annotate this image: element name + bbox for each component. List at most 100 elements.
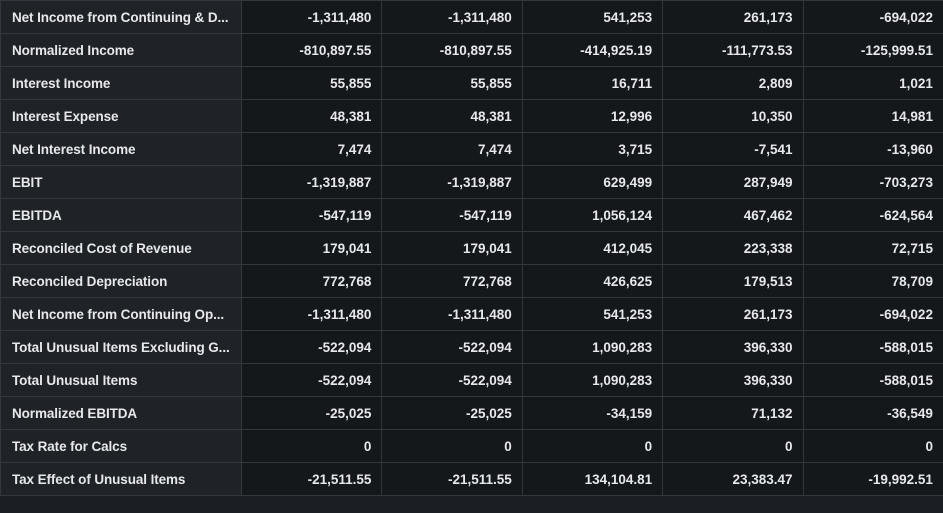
row-label: Normalized EBITDA <box>0 396 242 430</box>
value-cell: -1,319,887 <box>381 165 523 199</box>
value-cell: 0 <box>662 429 804 463</box>
value-cell: -13,960 <box>802 132 943 166</box>
table-row[interactable]: Tax Effect of Unusual Items -21,511.55 -21… <box>0 462 943 496</box>
value-cell: 412,045 <box>521 231 664 265</box>
value-cell: 426,625 <box>521 264 664 298</box>
table-row[interactable]: Tax Rate for Calcs 0 0 0 0 0 <box>0 429 943 463</box>
row-label: Total Unusual Items Excluding G... <box>0 330 242 364</box>
row-label: Net Income from Continuing & D... <box>0 0 242 34</box>
value-cell: -588,015 <box>802 330 943 364</box>
value-cell: -125,999.51 <box>802 33 943 67</box>
value-cell: -624,564 <box>802 198 943 232</box>
value-cell: -694,022 <box>802 0 943 34</box>
row-label: Interest Expense <box>0 99 242 133</box>
table-row[interactable]: Interest Expense 48,381 48,381 12,996 10,350… <box>0 99 943 133</box>
value-cell: 10,350 <box>662 99 804 133</box>
value-cell: 261,173 <box>662 297 804 331</box>
table-row[interactable]: Net Income from Continuing Op... -1,311,4… <box>0 297 943 331</box>
value-cell: 71,132 <box>662 396 804 430</box>
value-cell: 1,090,283 <box>521 330 664 364</box>
value-cell: 3,715 <box>521 132 664 166</box>
value-cell: 0 <box>521 429 664 463</box>
table-row[interactable]: Net Income from Continuing & D... -1,311,… <box>0 0 943 34</box>
income-statement-table: Net Income from Continuing & D... -1,311,… <box>0 0 943 496</box>
table-row[interactable]: Reconciled Depreciation 772,768 772,768 426… <box>0 264 943 298</box>
value-cell: -694,022 <box>802 297 943 331</box>
value-cell: -588,015 <box>802 363 943 397</box>
value-cell: -547,119 <box>381 198 523 232</box>
value-cell: 2,809 <box>662 66 804 100</box>
value-cell: 12,996 <box>521 99 664 133</box>
value-cell: -547,119 <box>240 198 383 232</box>
value-cell: 7,474 <box>240 132 383 166</box>
value-cell: -522,094 <box>240 363 383 397</box>
row-label: EBIT <box>0 165 242 199</box>
value-cell: 287,949 <box>662 165 804 199</box>
row-label: Tax Effect of Unusual Items <box>0 462 242 496</box>
value-cell: 23,383.47 <box>662 462 804 496</box>
value-cell: 179,041 <box>240 231 383 265</box>
table-row[interactable]: Total Unusual Items Excluding G... -522,0… <box>0 330 943 364</box>
value-cell: 14,981 <box>802 99 943 133</box>
value-cell: -810,897.55 <box>381 33 523 67</box>
value-cell: 772,768 <box>240 264 383 298</box>
row-label: Total Unusual Items <box>0 363 242 397</box>
value-cell: 1,090,283 <box>521 363 664 397</box>
value-cell: -25,025 <box>240 396 383 430</box>
table-row[interactable]: EBIT -1,319,887 -1,319,887 629,499 287,949 -7… <box>0 165 943 199</box>
value-cell: 179,041 <box>381 231 523 265</box>
value-cell: -522,094 <box>381 330 523 364</box>
value-cell: -1,319,887 <box>240 165 383 199</box>
value-cell: -34,159 <box>521 396 664 430</box>
value-cell: -19,992.51 <box>802 462 943 496</box>
value-cell: -414,925.19 <box>521 33 664 67</box>
value-cell: 1,056,124 <box>521 198 664 232</box>
row-label: Interest Income <box>0 66 242 100</box>
row-label: Net Income from Continuing Op... <box>0 297 242 331</box>
table-row[interactable]: Normalized EBITDA -25,025 -25,025 -34,159 71… <box>0 396 943 430</box>
value-cell: -1,311,480 <box>381 297 523 331</box>
table-row[interactable]: Interest Income 55,855 55,855 16,711 2,809 1,… <box>0 66 943 100</box>
value-cell: -1,311,480 <box>240 297 383 331</box>
value-cell: 396,330 <box>662 363 804 397</box>
row-label: EBITDA <box>0 198 242 232</box>
value-cell: 55,855 <box>381 66 523 100</box>
row-label: Reconciled Depreciation <box>0 264 242 298</box>
value-cell: 541,253 <box>521 0 664 34</box>
value-cell: 467,462 <box>662 198 804 232</box>
value-cell: -36,549 <box>802 396 943 430</box>
value-cell: 772,768 <box>381 264 523 298</box>
value-cell: 0 <box>802 429 943 463</box>
value-cell: 261,173 <box>662 0 804 34</box>
value-cell: -21,511.55 <box>240 462 383 496</box>
value-cell: 72,715 <box>802 231 943 265</box>
table-row[interactable]: Reconciled Cost of Revenue 179,041 179,041… <box>0 231 943 265</box>
value-cell: 48,381 <box>240 99 383 133</box>
value-cell: 16,711 <box>521 66 664 100</box>
table-row[interactable]: Net Interest Income 7,474 7,474 3,715 -7,541… <box>0 132 943 166</box>
row-label: Normalized Income <box>0 33 242 67</box>
value-cell: 179,513 <box>662 264 804 298</box>
table-body: Net Income from Continuing & D... -1,311,… <box>0 0 943 496</box>
row-label: Net Interest Income <box>0 132 242 166</box>
value-cell: -111,773.53 <box>662 33 804 67</box>
value-cell: -810,897.55 <box>240 33 383 67</box>
value-cell: -522,094 <box>240 330 383 364</box>
value-cell: 541,253 <box>521 297 664 331</box>
value-cell: -1,311,480 <box>240 0 383 34</box>
table-row[interactable]: Normalized Income -810,897.55 -810,897.55-… <box>0 33 943 67</box>
value-cell: -703,273 <box>802 165 943 199</box>
value-cell: 223,338 <box>662 231 804 265</box>
value-cell: -21,511.55 <box>381 462 523 496</box>
value-cell: 55,855 <box>240 66 383 100</box>
value-cell: -7,541 <box>662 132 804 166</box>
value-cell: 0 <box>381 429 523 463</box>
value-cell: 629,499 <box>521 165 664 199</box>
value-cell: -25,025 <box>381 396 523 430</box>
table-row[interactable]: Total Unusual Items -522,094 -522,094 1,090… <box>0 363 943 397</box>
table-row[interactable]: EBITDA -547,119 -547,119 1,056,124 467,462 -6… <box>0 198 943 232</box>
value-cell: -1,311,480 <box>381 0 523 34</box>
value-cell: 0 <box>240 429 383 463</box>
row-label: Reconciled Cost of Revenue <box>0 231 242 265</box>
value-cell: 48,381 <box>381 99 523 133</box>
